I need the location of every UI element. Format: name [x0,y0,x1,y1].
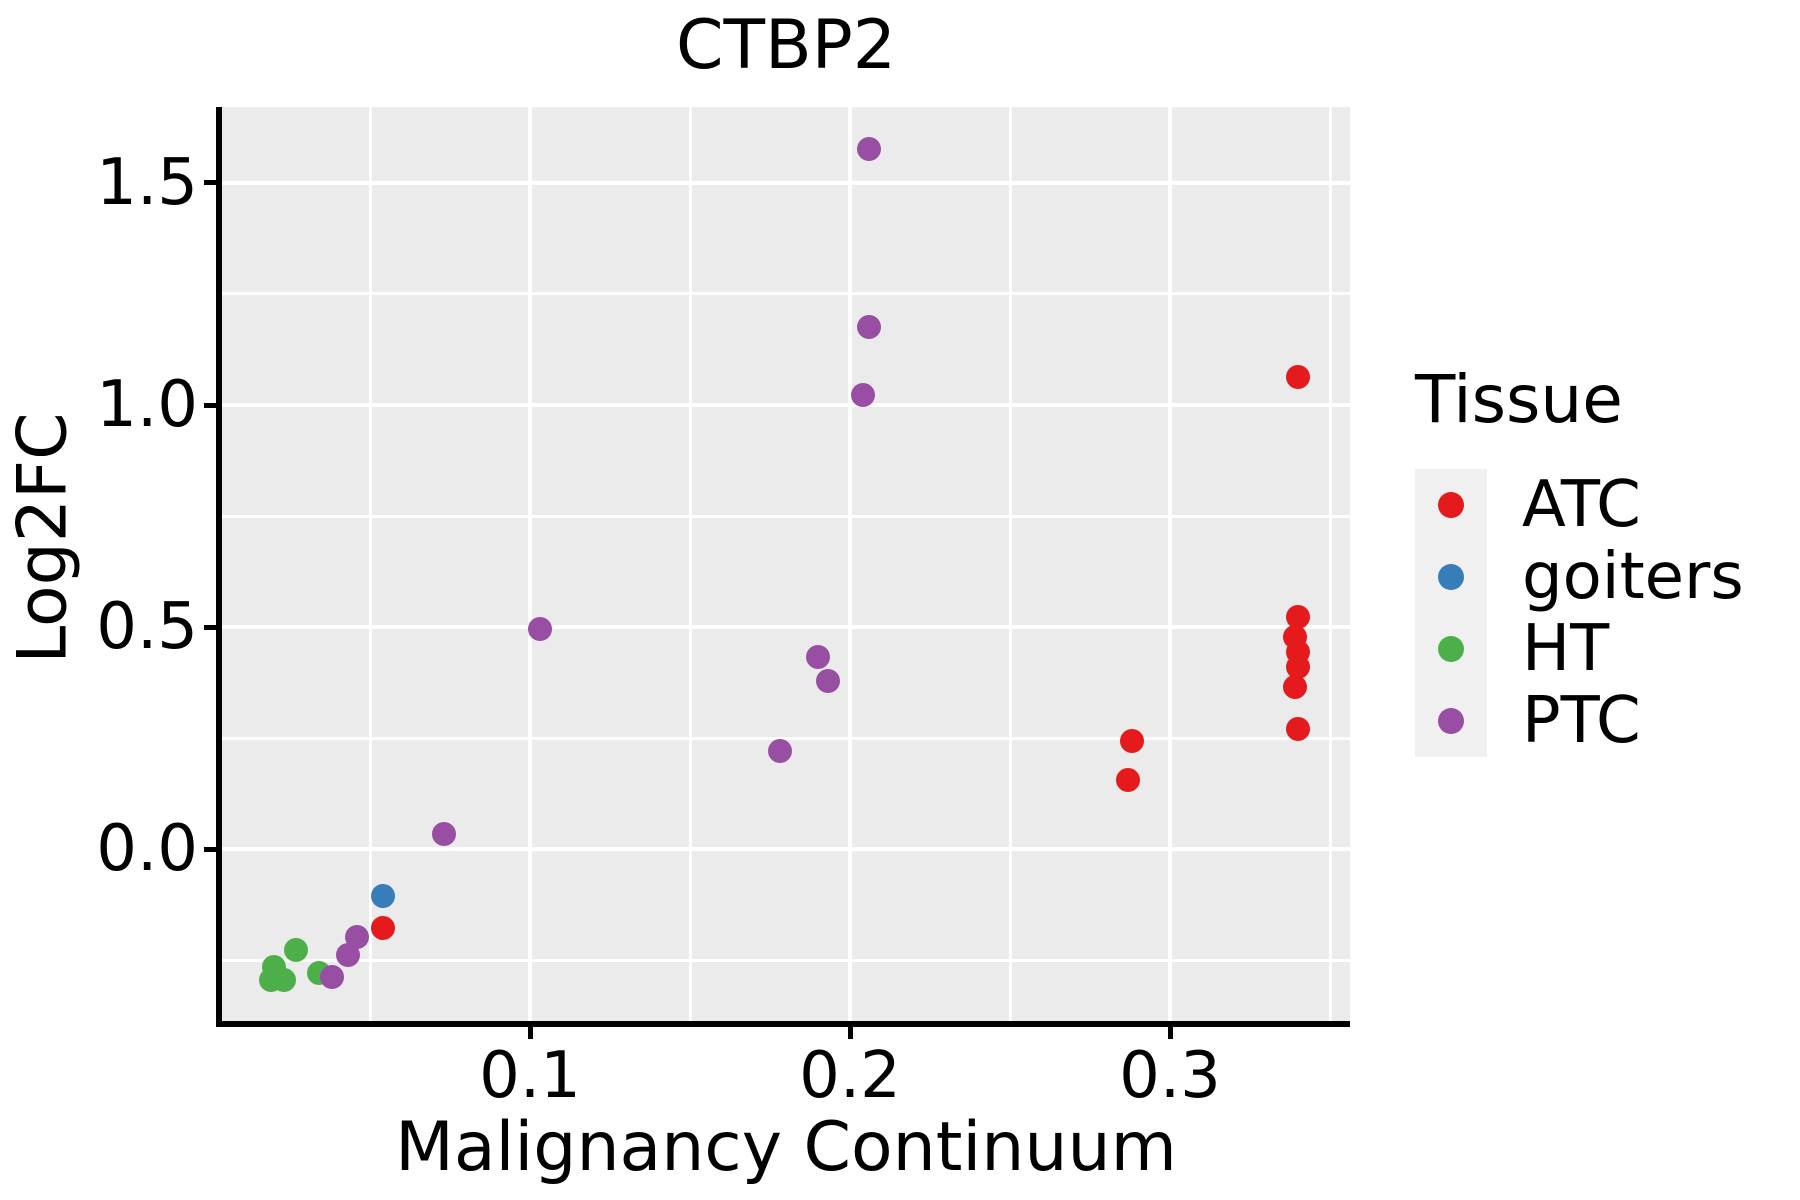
plot-panel [222,107,1350,1021]
data-point-atc [1286,365,1310,390]
legend-key [1415,613,1487,685]
legend-row-ptc: PTC [1415,685,1744,757]
ht-dot-icon [1438,636,1464,662]
data-point-ptc [431,822,456,847]
gridline-minor [688,107,692,1021]
legend-key [1415,541,1487,613]
data-point-atc [1116,768,1141,793]
data-point-atc [1282,674,1307,699]
gridline-minor [368,107,372,1021]
legend-row-goiters: goiters [1415,541,1744,613]
data-point-ptc [806,644,830,669]
legend-label: PTC [1522,684,1641,758]
y-tick-label: 0.0 [96,812,198,887]
data-point-ptc [527,617,552,642]
data-point-ht [284,937,309,962]
data-point-atc [1286,717,1310,742]
legend-label: ATC [1522,468,1641,542]
legend-key [1415,685,1487,757]
data-point-ptc [767,738,792,763]
data-point-ptc [857,315,882,340]
gridline-minor [222,736,1350,740]
legend-rows: ATC goiters HT PTC [1415,469,1744,757]
gridline-minor [1328,107,1332,1021]
gridline-minor [1008,107,1012,1021]
data-point-ptc [335,943,360,968]
gridline-major [222,625,1350,630]
x-tick [1167,1027,1173,1039]
legend-row-ht: HT [1415,613,1744,685]
data-point-atc [1119,728,1144,753]
goiters-dot-icon [1438,564,1464,590]
atc-dot-icon [1438,492,1464,518]
x-axis-title: Malignancy Continuum [395,1108,1177,1187]
legend-label: HT [1522,612,1610,686]
y-tick-label: 1.5 [96,145,198,220]
gridline-minor [222,292,1350,296]
gridline-major [222,403,1350,407]
data-point-ptc [319,965,344,990]
y-axis-line [216,107,222,1027]
data-point-ht [271,968,296,993]
y-tick [204,402,216,408]
data-point-goiters [370,883,395,908]
y-axis-title: Log2FC [3,412,83,664]
gridline-major [222,180,1350,185]
y-tick-label: 1.0 [96,368,198,442]
gridline-minor [222,514,1350,518]
data-point-ptc [850,383,875,408]
gridline-major [222,847,1350,852]
y-tick [204,180,216,186]
x-tick-label: 0.3 [1119,1039,1221,1113]
data-point-ptc [857,137,882,162]
x-tick [527,1027,533,1039]
legend: Tissue ATC goiters HT PTC [1415,362,1744,757]
x-axis-line [216,1021,1350,1027]
legend-key [1415,469,1487,541]
legend-title: Tissue [1415,361,1623,438]
ptc-dot-icon [1438,708,1464,734]
y-tick [204,624,216,630]
x-tick-label: 0.2 [799,1039,901,1113]
x-tick [847,1027,853,1039]
data-point-ptc [815,668,840,693]
legend-label: goiters [1522,540,1744,614]
gridline-minor [222,958,1350,962]
gridline-major [528,107,532,1021]
plot-title: CTBP2 [676,6,896,85]
data-point-atc [1286,604,1310,629]
gridline-major [848,107,852,1021]
gridline-major [1168,107,1172,1021]
x-tick-label: 0.1 [479,1039,581,1113]
y-tick [204,846,216,852]
data-point-atc [370,915,395,940]
legend-row-atc: ATC [1415,469,1744,541]
y-tick-label: 0.5 [96,590,198,665]
